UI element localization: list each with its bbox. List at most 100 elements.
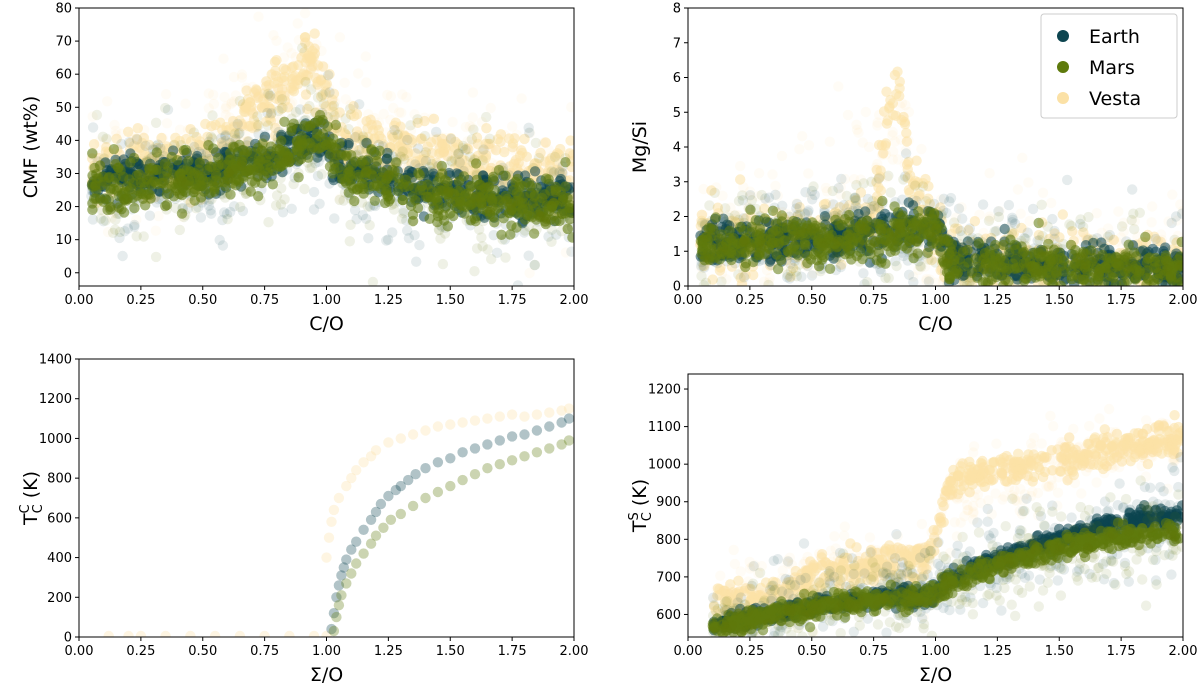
data-point bbox=[1012, 184, 1024, 195]
data-point bbox=[419, 112, 430, 123]
data-point bbox=[106, 212, 117, 223]
data-point bbox=[252, 111, 263, 122]
data-point bbox=[463, 143, 474, 155]
data-point bbox=[480, 138, 491, 149]
data-point bbox=[560, 153, 571, 164]
data-point bbox=[110, 129, 122, 140]
data-point bbox=[516, 93, 527, 104]
data-point bbox=[923, 276, 935, 286]
data-point bbox=[144, 210, 156, 221]
data-point bbox=[100, 176, 112, 187]
data-point bbox=[91, 109, 103, 121]
data-point bbox=[565, 148, 574, 160]
data-point bbox=[531, 224, 542, 235]
y-tick-label: 70 bbox=[55, 35, 72, 50]
data-point bbox=[486, 253, 497, 265]
data-point bbox=[305, 144, 317, 155]
data-point bbox=[361, 77, 372, 88]
data-point bbox=[974, 209, 985, 220]
data-point bbox=[367, 125, 379, 136]
data-point bbox=[240, 101, 251, 112]
data-point bbox=[138, 231, 149, 242]
data-point bbox=[244, 182, 255, 194]
data-point bbox=[139, 150, 150, 161]
data-point bbox=[329, 96, 340, 108]
data-point bbox=[916, 143, 927, 155]
data-point bbox=[357, 178, 368, 190]
data-point bbox=[131, 134, 143, 145]
data-point bbox=[287, 106, 298, 117]
data-point bbox=[565, 165, 574, 176]
data-point bbox=[267, 84, 278, 96]
data-point bbox=[339, 77, 350, 89]
data-point bbox=[436, 132, 447, 143]
data-point bbox=[308, 67, 319, 79]
data-point bbox=[263, 88, 274, 100]
data-point bbox=[320, 101, 332, 112]
data-point bbox=[245, 163, 257, 174]
data-point bbox=[370, 172, 382, 183]
data-point bbox=[261, 81, 272, 92]
data-point bbox=[884, 102, 895, 114]
data-point bbox=[770, 180, 781, 192]
data-point bbox=[1037, 187, 1049, 198]
data-point bbox=[145, 192, 156, 204]
data-point bbox=[98, 192, 109, 204]
data-point bbox=[238, 144, 250, 156]
data-point bbox=[838, 200, 849, 211]
data-point bbox=[984, 168, 995, 179]
data-point bbox=[311, 123, 322, 134]
data-point bbox=[467, 87, 479, 98]
data-point bbox=[490, 143, 501, 154]
data-point bbox=[496, 194, 507, 205]
data-point bbox=[207, 121, 218, 132]
data-point bbox=[520, 161, 531, 172]
data-point bbox=[506, 220, 517, 231]
data-point bbox=[519, 225, 531, 236]
data-point bbox=[299, 95, 310, 107]
data-point bbox=[256, 177, 267, 189]
x-tick-label: 0.00 bbox=[65, 293, 94, 308]
data-point bbox=[123, 126, 134, 137]
data-point bbox=[491, 145, 502, 156]
data-point bbox=[452, 154, 464, 165]
data-point bbox=[305, 52, 316, 63]
data-point bbox=[292, 79, 303, 90]
data-point bbox=[301, 69, 312, 81]
data-point bbox=[252, 88, 264, 100]
data-point bbox=[348, 197, 360, 208]
data-point bbox=[255, 195, 266, 206]
x-tick-label: 0.25 bbox=[126, 293, 155, 308]
data-point bbox=[87, 111, 98, 122]
data-point bbox=[424, 179, 435, 190]
data-point bbox=[250, 104, 262, 115]
data-point bbox=[111, 133, 122, 144]
data-point bbox=[319, 62, 330, 73]
data-point bbox=[150, 141, 162, 152]
data-point bbox=[361, 116, 372, 127]
data-point bbox=[117, 250, 128, 262]
data-point bbox=[277, 80, 288, 92]
data-point bbox=[227, 115, 239, 127]
data-point bbox=[195, 152, 207, 164]
data-point bbox=[167, 169, 178, 180]
data-point bbox=[219, 91, 230, 103]
data-point bbox=[170, 132, 181, 143]
data-point bbox=[450, 151, 462, 162]
data-point bbox=[533, 152, 545, 164]
data-point bbox=[510, 175, 522, 186]
data-point bbox=[286, 62, 298, 73]
data-point bbox=[250, 91, 261, 102]
data-point bbox=[427, 159, 438, 170]
data-point bbox=[311, 39, 322, 50]
data-point bbox=[287, 156, 299, 168]
data-point bbox=[485, 102, 496, 114]
data-point bbox=[389, 120, 400, 131]
data-point bbox=[360, 51, 371, 62]
data-point bbox=[334, 193, 346, 204]
data-point bbox=[524, 267, 535, 279]
data-point bbox=[551, 163, 562, 174]
data-point bbox=[250, 123, 261, 134]
x-tick-label: 0.50 bbox=[188, 293, 217, 308]
